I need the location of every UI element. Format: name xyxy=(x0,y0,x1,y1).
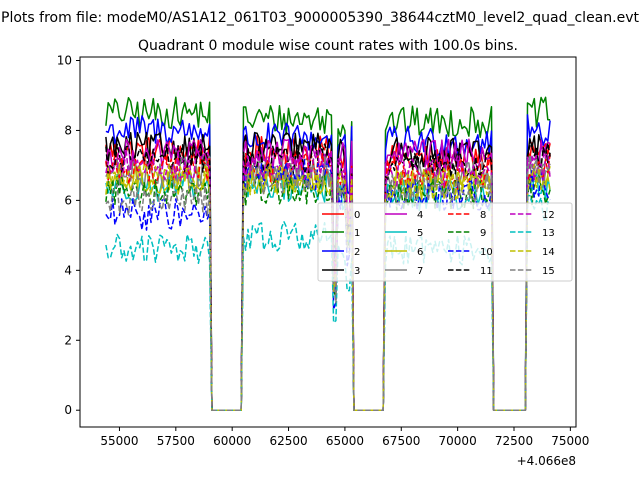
legend-label-module-2: 2 xyxy=(354,247,360,258)
x-tick-label: 67500 xyxy=(382,434,420,448)
series-line-module-11 xyxy=(105,142,551,411)
x-tick-label: 55000 xyxy=(100,434,138,448)
legend-label-module-14: 14 xyxy=(542,247,555,258)
chart-title: Quadrant 0 module wise count rates with … xyxy=(138,38,518,54)
legend-label-module-12: 12 xyxy=(542,210,555,221)
plot-frame xyxy=(79,56,577,428)
y-tick-label: 0 xyxy=(64,403,72,417)
legend-label-module-0: 0 xyxy=(354,210,360,221)
series-line-module-10 xyxy=(105,158,551,411)
series-line-module-0 xyxy=(105,135,551,411)
y-tick-label: 4 xyxy=(64,263,72,277)
y-tick-label: 10 xyxy=(57,53,72,67)
y-tick-label: 8 xyxy=(64,123,72,137)
legend-label-module-1: 1 xyxy=(354,228,360,239)
legend-label-module-11: 11 xyxy=(480,266,493,277)
x-tick-label: 60000 xyxy=(213,434,251,448)
x-tick-label: 75000 xyxy=(551,434,589,448)
x-tick-label: 65000 xyxy=(326,434,364,448)
x-axis-ticks: 55000 57500 60000 62500 65000 67500 70000 72500… xyxy=(100,427,589,448)
x-tick-label: 72500 xyxy=(495,434,533,448)
x-tick-label: 57500 xyxy=(157,434,195,448)
y-tick-label: 6 xyxy=(64,193,72,207)
legend-label-module-10: 10 xyxy=(480,247,493,258)
series-line-module-3 xyxy=(105,131,551,411)
series-line-module-15 xyxy=(105,154,551,411)
series-line-module-1 xyxy=(105,96,551,411)
legend-label-module-13: 13 xyxy=(542,228,555,239)
legend-label-module-6: 6 xyxy=(417,247,423,258)
y-axis-ticks: 0 2 4 6 8 10 xyxy=(57,53,80,417)
legend-label-module-3: 3 xyxy=(354,266,360,277)
figure-suptitle: Plots from file: modeM0/AS1A12_061T03_90… xyxy=(1,10,639,26)
legend-label-module-8: 8 xyxy=(480,210,486,221)
x-axis-offset-label: +4.066e8 xyxy=(517,454,576,468)
legend-label-module-4: 4 xyxy=(417,210,423,221)
legend-label-module-9: 9 xyxy=(480,228,486,239)
legend-label-module-5: 5 xyxy=(417,228,423,239)
legend-label-module-7: 7 xyxy=(417,266,423,277)
series-line-module-12 xyxy=(105,148,551,411)
x-tick-label: 62500 xyxy=(269,434,307,448)
legend-label-module-15: 15 xyxy=(542,266,555,277)
y-tick-label: 2 xyxy=(64,333,72,347)
legend-frame xyxy=(317,202,573,282)
x-tick-label: 70000 xyxy=(439,434,477,448)
